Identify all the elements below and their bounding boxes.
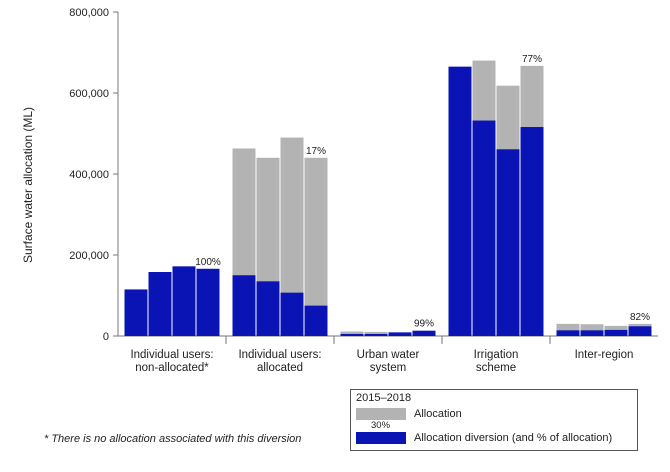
bar-diversion-2018 bbox=[196, 268, 220, 336]
legend-swatch-allocation bbox=[356, 408, 406, 420]
legend-item-diversion: Allocation diversion (and % of allocatio… bbox=[356, 432, 612, 444]
y-tick-label: 0 bbox=[103, 331, 109, 343]
category-label: allocated bbox=[257, 362, 303, 374]
y-tick-label: 200,000 bbox=[69, 250, 109, 262]
bar-diversion-2015 bbox=[124, 289, 148, 336]
category-label: Individual users: bbox=[238, 349, 321, 361]
bar-diversion-2017 bbox=[172, 266, 196, 336]
legend-label-diversion: Allocation diversion (and % of allocatio… bbox=[414, 432, 613, 444]
bar-diversion-2015 bbox=[340, 333, 364, 336]
category-label: Urban water bbox=[357, 349, 420, 361]
category-label: scheme bbox=[476, 362, 516, 374]
bar-diversion-2017 bbox=[388, 332, 412, 336]
category-label: Irrigation bbox=[474, 349, 519, 361]
bar-allocation-2018 bbox=[304, 157, 328, 336]
bar-diversion-2018 bbox=[628, 326, 652, 336]
legend-item-allocation: Allocation bbox=[356, 408, 462, 420]
bar-diversion-2016 bbox=[148, 272, 172, 336]
bar-diversion-2015 bbox=[232, 275, 256, 336]
bar-diversion-2016 bbox=[364, 333, 388, 336]
bar-diversion-2016 bbox=[472, 120, 496, 336]
category-label: system bbox=[370, 362, 406, 374]
bar-diversion-2017 bbox=[604, 329, 628, 336]
pct-label: 77% bbox=[522, 54, 542, 65]
y-axis-title: Surface water allocation (ML) bbox=[21, 107, 35, 263]
pct-label: 99% bbox=[414, 319, 434, 330]
bar-diversion-2017 bbox=[280, 292, 304, 336]
footnote: * There is no allocation associated with… bbox=[44, 433, 302, 445]
bar-allocation-2017 bbox=[280, 137, 304, 336]
pct-label: 82% bbox=[630, 312, 650, 323]
bar-allocation-2015 bbox=[340, 331, 364, 336]
bar-diversion-2015 bbox=[448, 66, 472, 337]
bar-allocation-2016 bbox=[580, 324, 604, 336]
category-label: Individual users: bbox=[130, 349, 213, 361]
bar-diversion-2018 bbox=[412, 330, 436, 336]
category-label: non-allocated* bbox=[135, 362, 209, 374]
y-tick-label: 600,000 bbox=[69, 88, 109, 100]
bar-diversion-2015 bbox=[556, 330, 580, 336]
y-tick-label: 800,000 bbox=[69, 7, 109, 19]
legend-swatch-diversion bbox=[356, 432, 406, 444]
pct-label: 17% bbox=[306, 146, 326, 157]
bar-diversion-2016 bbox=[256, 281, 280, 336]
y-tick-label: 400,000 bbox=[69, 169, 109, 181]
legend: 2015–2018 Allocation 30% Allocation dive… bbox=[350, 389, 638, 451]
category-label: Inter-region bbox=[575, 349, 634, 361]
legend-title: 2015–2018 bbox=[356, 392, 412, 404]
bar-diversion-2018 bbox=[304, 305, 328, 336]
bar-diversion-2017 bbox=[496, 149, 520, 336]
legend-label-allocation: Allocation bbox=[414, 408, 462, 420]
legend-example-pct: 30% bbox=[371, 420, 391, 431]
pct-label: 100% bbox=[195, 257, 221, 268]
bar-diversion-2018 bbox=[520, 127, 544, 337]
bar-diversion-2016 bbox=[580, 330, 604, 336]
